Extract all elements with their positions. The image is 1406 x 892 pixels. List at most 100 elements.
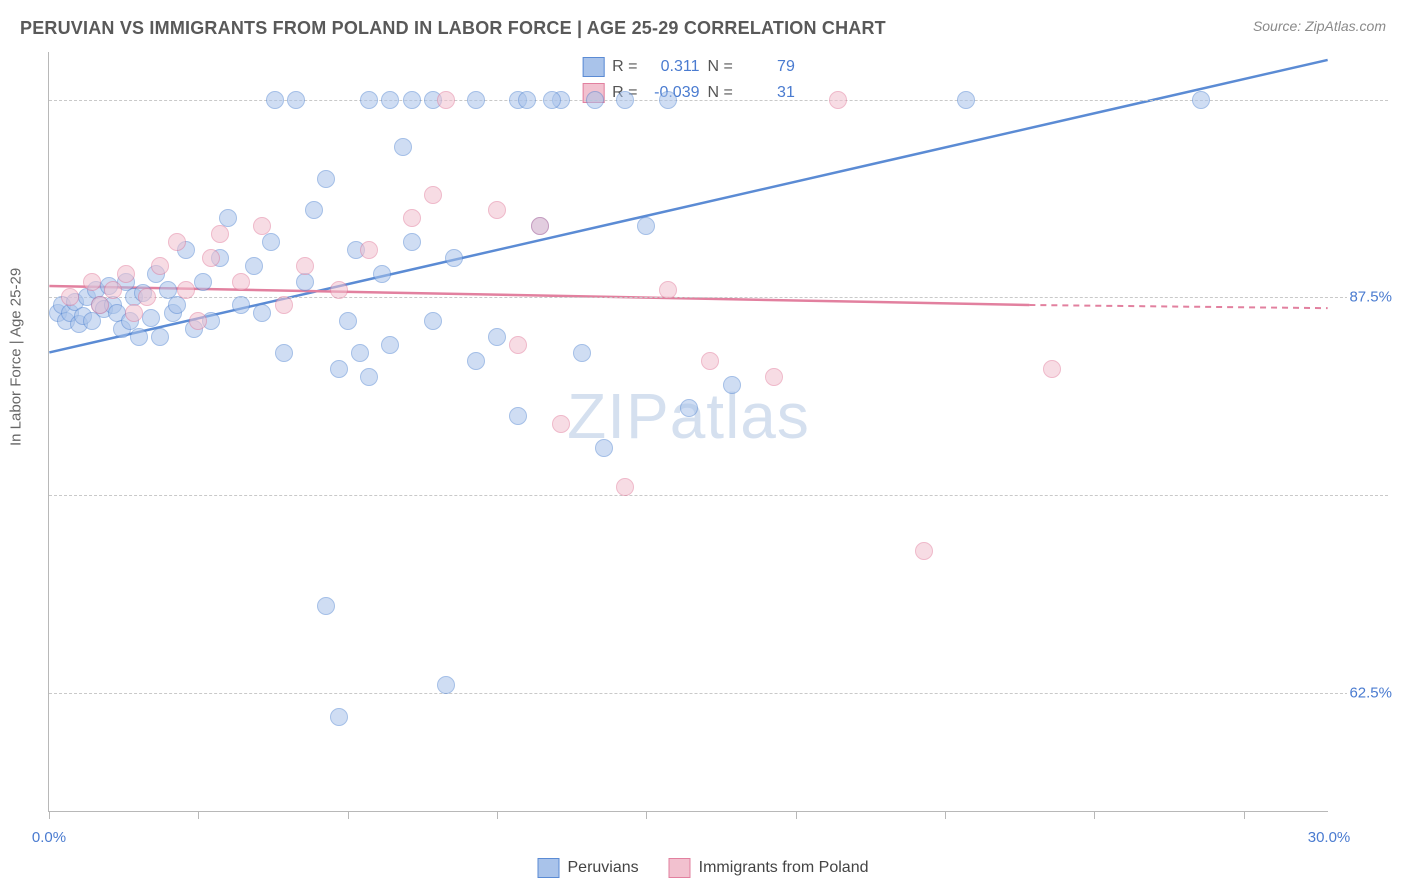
data-point <box>701 352 719 370</box>
x-tick <box>796 811 797 819</box>
x-tick <box>1094 811 1095 819</box>
data-point <box>83 273 101 291</box>
legend-label-1: Peruvians <box>568 859 639 877</box>
grid-line <box>49 100 1388 101</box>
data-point <box>680 399 698 417</box>
legend-swatch-2 <box>669 858 691 878</box>
stats-r-label-1: R = <box>612 58 637 76</box>
data-point <box>317 597 335 615</box>
data-point <box>189 312 207 330</box>
y-tick-label: 87.5% <box>1347 289 1394 306</box>
data-point <box>424 312 442 330</box>
data-point <box>765 368 783 386</box>
data-point <box>394 138 412 156</box>
data-point <box>488 201 506 219</box>
trend-lines <box>49 52 1328 811</box>
data-point <box>595 439 613 457</box>
legend-label-2: Immigrants from Poland <box>699 859 869 877</box>
stats-box: R = 0.311 N = 79 R = -0.039 N = 31 <box>582 54 795 106</box>
data-point <box>125 304 143 322</box>
data-point <box>467 91 485 109</box>
stats-r-val-1: 0.311 <box>646 58 700 76</box>
x-tick <box>348 811 349 819</box>
data-point <box>509 336 527 354</box>
data-point <box>151 328 169 346</box>
data-point <box>616 478 634 496</box>
data-point <box>168 233 186 251</box>
x-tick <box>945 811 946 819</box>
data-point <box>194 273 212 291</box>
data-point <box>552 415 570 433</box>
data-point <box>829 91 847 109</box>
data-point <box>330 281 348 299</box>
data-point <box>253 304 271 322</box>
data-point <box>403 209 421 227</box>
data-point <box>424 186 442 204</box>
data-point <box>117 265 135 283</box>
data-point <box>138 288 156 306</box>
data-point <box>130 328 148 346</box>
data-point <box>373 265 391 283</box>
data-point <box>317 170 335 188</box>
y-tick-label: 62.5% <box>1347 685 1394 702</box>
data-point <box>659 281 677 299</box>
data-point <box>245 257 263 275</box>
data-point <box>168 296 186 314</box>
data-point <box>509 407 527 425</box>
data-point <box>262 233 280 251</box>
data-point <box>360 91 378 109</box>
data-point <box>296 273 314 291</box>
data-point <box>957 91 975 109</box>
source-label: Source: ZipAtlas.com <box>1253 18 1386 34</box>
x-tick <box>1244 811 1245 819</box>
data-point <box>253 217 271 235</box>
data-point <box>177 281 195 299</box>
data-point <box>543 91 561 109</box>
data-point <box>1043 360 1061 378</box>
data-point <box>351 344 369 362</box>
x-tick <box>198 811 199 819</box>
x-tick <box>49 811 50 819</box>
stats-row-1: R = 0.311 N = 79 <box>582 54 795 80</box>
data-point <box>339 312 357 330</box>
data-point <box>915 542 933 560</box>
data-point <box>488 328 506 346</box>
x-tick <box>497 811 498 819</box>
x-tick <box>646 811 647 819</box>
data-point <box>659 91 677 109</box>
data-point <box>287 91 305 109</box>
data-point <box>467 352 485 370</box>
data-point <box>61 288 79 306</box>
grid-line <box>49 693 1388 694</box>
stats-n-label-1: N = <box>708 58 733 76</box>
data-point <box>305 201 323 219</box>
data-point <box>518 91 536 109</box>
plot-area: ZIPatlas R = 0.311 N = 79 R = -0.039 N =… <box>48 52 1328 812</box>
data-point <box>1192 91 1210 109</box>
swatch-series1 <box>582 57 604 77</box>
x-tick-label: 30.0% <box>1308 829 1351 846</box>
data-point <box>360 368 378 386</box>
legend-swatch-1 <box>538 858 560 878</box>
data-point <box>104 281 122 299</box>
data-point <box>616 91 634 109</box>
data-point <box>637 217 655 235</box>
bottom-legend: Peruvians Immigrants from Poland <box>538 858 869 878</box>
grid-line <box>49 297 1388 298</box>
title-bar: PERUVIAN VS IMMIGRANTS FROM POLAND IN LA… <box>20 18 1386 39</box>
data-point <box>232 296 250 314</box>
data-point <box>586 91 604 109</box>
data-point <box>437 91 455 109</box>
legend-item-1: Peruvians <box>538 858 639 878</box>
data-point <box>151 257 169 275</box>
data-point <box>360 241 378 259</box>
data-point <box>437 676 455 694</box>
data-point <box>573 344 591 362</box>
stats-n-val-1: 79 <box>741 58 795 76</box>
data-point <box>232 273 250 291</box>
legend-item-2: Immigrants from Poland <box>669 858 869 878</box>
data-point <box>275 296 293 314</box>
grid-line <box>49 495 1388 496</box>
data-point <box>445 249 463 267</box>
data-point <box>531 217 549 235</box>
